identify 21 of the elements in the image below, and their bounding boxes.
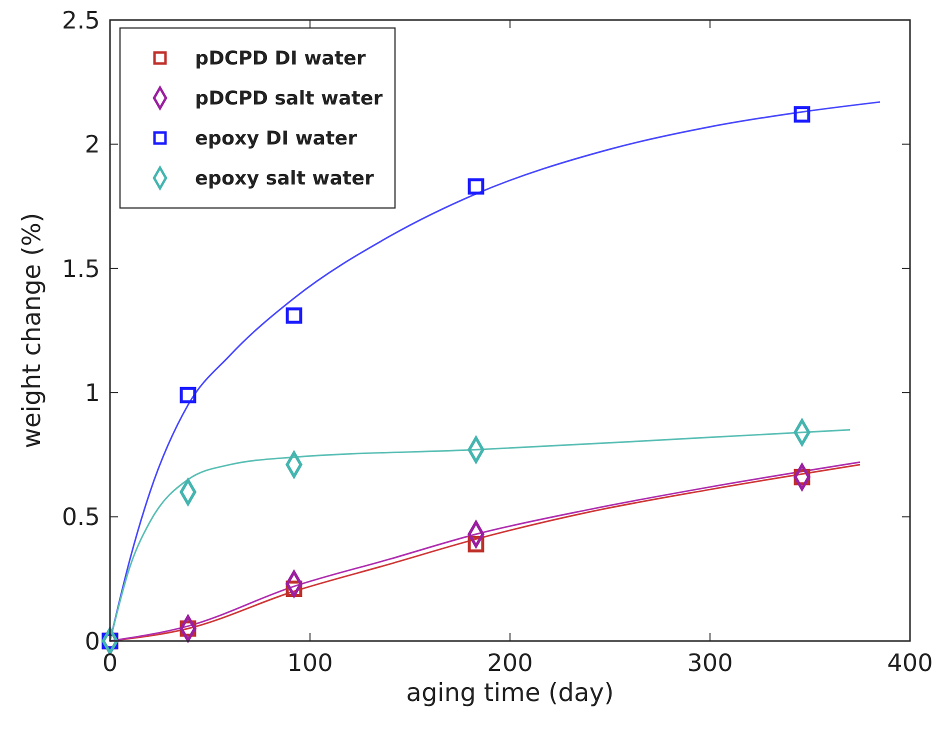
point: [286, 307, 302, 324]
point: [794, 106, 810, 123]
point: [468, 178, 484, 195]
x-axis-title: aging time (day): [406, 678, 614, 707]
y-tick-label: 0.5: [62, 503, 100, 532]
y-axis-title: weight change (%): [17, 212, 46, 448]
y-tick-label: 0: [84, 627, 100, 656]
legend-label: epoxy salt water: [195, 168, 374, 190]
x-tick-label: 100: [287, 649, 333, 677]
x-tick-label: 200: [487, 649, 533, 677]
x-tick-label: 300: [687, 649, 733, 677]
y-tick-label: 1: [84, 379, 100, 407]
y-tick-label: 1.5: [62, 254, 100, 283]
x-tick-label: 400: [887, 649, 933, 677]
y-tick-label: 2.5: [62, 6, 100, 34]
point: [180, 386, 196, 404]
legend-label: pDCPD salt water: [195, 88, 384, 110]
x-tick-label: 0: [102, 649, 118, 677]
legend-label: pDCPD DI water: [195, 48, 366, 70]
legend-label: epoxy DI water: [195, 128, 358, 150]
y-tick-label: 2: [84, 130, 100, 159]
